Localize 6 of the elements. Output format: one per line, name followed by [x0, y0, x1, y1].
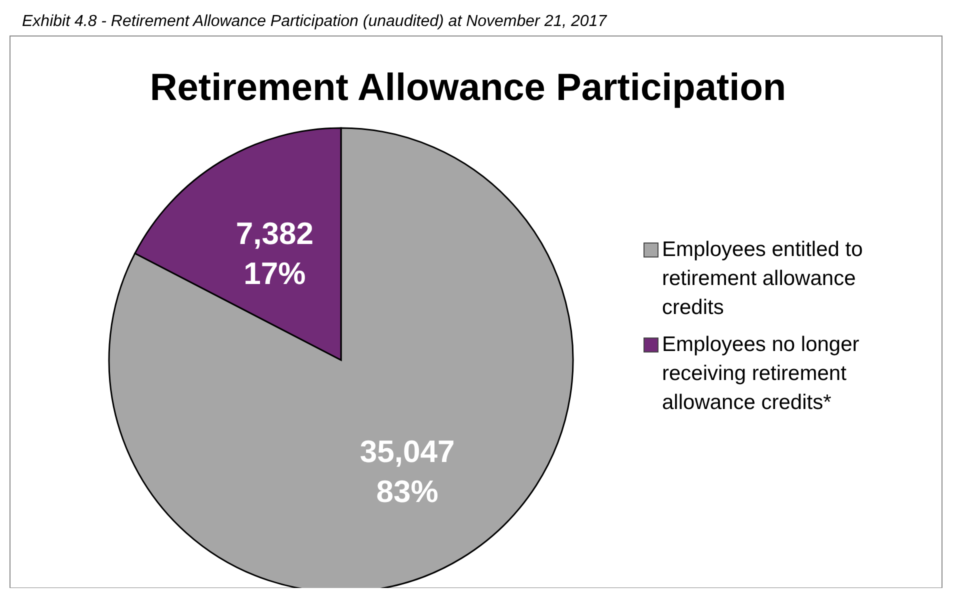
data-label: 35,047 83%	[360, 434, 455, 510]
text: Exhibit 4.8 - Retirement Allowance Participation (unaudited) at November 21, 2017	[22, 13, 608, 30]
chart-title: Retirement Allowance Participation	[150, 67, 786, 109]
legend-label: Employees entitled to retirement allowance credits	[662, 238, 863, 319]
legend-label: Employees no longer receiving retirement allowance credits*	[662, 333, 860, 414]
data-label: 7,382 17%	[236, 216, 314, 291]
